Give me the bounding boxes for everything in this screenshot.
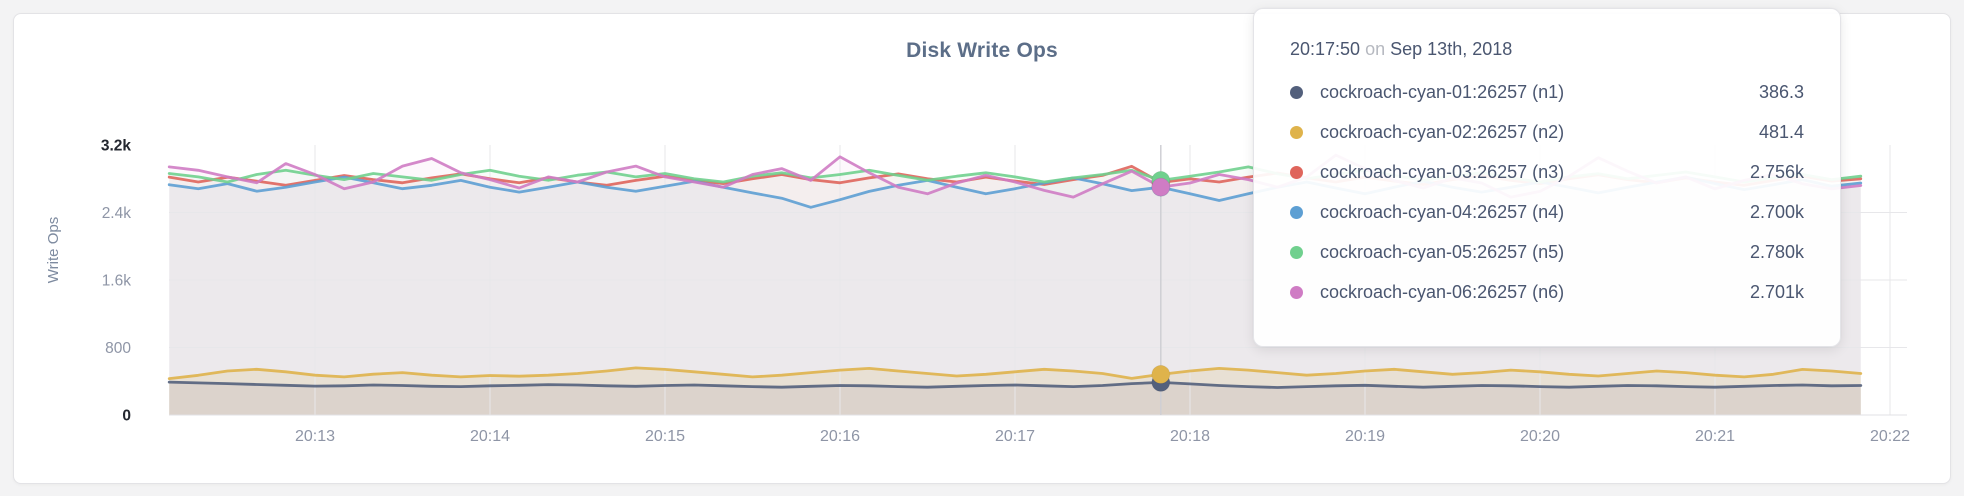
tooltip-date: Sep 13th, 2018 — [1390, 39, 1513, 59]
tooltip-conjunction: on — [1365, 39, 1386, 59]
x-tick-label: 20:14 — [470, 428, 510, 445]
tooltip-series-row: cockroach-cyan-04:26257 (n4) 2.700k — [1290, 192, 1804, 232]
series-line — [167, 380, 1863, 389]
tooltip-series-row: cockroach-cyan-02:26257 (n2) 481.4 — [1290, 112, 1804, 152]
series-color-dot-icon — [1290, 165, 1303, 179]
x-tick-label: 20:15 — [645, 428, 685, 445]
tooltip-series-value: 2.780k — [1749, 241, 1804, 262]
series-color-dot-icon — [1290, 85, 1303, 99]
y-tick-label: 1.6k — [102, 273, 132, 290]
hover-dot — [1151, 177, 1171, 197]
tooltip-series-value: 386.3 — [1758, 81, 1804, 102]
tooltip-series-value: 2.756k — [1749, 161, 1804, 182]
tooltip-series-label: cockroach-cyan-02:26257 (n2) — [1320, 121, 1565, 142]
x-tick-label: 20:17 — [995, 428, 1035, 445]
chart-title: Disk Write Ops — [906, 39, 1058, 62]
y-tick-label: 800 — [105, 340, 131, 357]
tooltip-time: 20:17:50 — [1290, 39, 1361, 59]
tooltip-series-row: cockroach-cyan-03:26257 (n3) 2.756k — [1290, 152, 1804, 192]
tooltip-header: 20:17:50 on Sep 13th, 2018 — [1290, 39, 1804, 60]
series-color-dot-icon — [1290, 205, 1303, 219]
y-tick-label: 0 — [122, 408, 131, 425]
tooltip-series-value: 2.701k — [1749, 281, 1804, 302]
tooltip-series-value: 481.4 — [1758, 121, 1804, 142]
tooltip-series-value: 2.700k — [1749, 201, 1804, 222]
x-tick-label: 20:16 — [820, 428, 860, 445]
series-line — [167, 366, 1863, 381]
y-tick-label: 3.2k — [101, 138, 132, 155]
hover-dot — [1151, 364, 1171, 384]
x-tick-label: 20:21 — [1695, 428, 1735, 445]
series-color-dot-icon — [1290, 285, 1303, 299]
y-tick-label: 2.4k — [102, 205, 132, 222]
tooltip-series-label: cockroach-cyan-06:26257 (n6) — [1320, 281, 1565, 302]
series-color-dot-icon — [1290, 125, 1303, 139]
tooltip-series-label: cockroach-cyan-01:26257 (n1) — [1320, 81, 1565, 102]
series-color-dot-icon — [1290, 245, 1303, 259]
tooltip-series-row: cockroach-cyan-05:26257 (n5) 2.780k — [1290, 232, 1804, 272]
x-tick-label: 20:18 — [1170, 428, 1210, 445]
tooltip-series-row: cockroach-cyan-01:26257 (n1) 386.3 — [1290, 72, 1804, 112]
x-tick-label: 20:13 — [295, 428, 335, 445]
x-tick-label: 20:20 — [1520, 428, 1560, 445]
tooltip-series-label: cockroach-cyan-03:26257 (n3) — [1320, 161, 1565, 182]
hover-tooltip: 20:17:50 on Sep 13th, 2018 cockroach-cya… — [1253, 8, 1841, 347]
tooltip-series-label: cockroach-cyan-05:26257 (n5) — [1320, 241, 1565, 262]
x-tick-label: 20:19 — [1345, 428, 1385, 445]
x-tick-label: 20:22 — [1870, 428, 1910, 445]
tooltip-series-list: cockroach-cyan-01:26257 (n1) 386.3 cockroa… — [1290, 72, 1804, 312]
tooltip-series-label: cockroach-cyan-04:26257 (n4) — [1320, 201, 1565, 222]
y-axis-title: Write Ops — [45, 217, 62, 283]
tooltip-series-row: cockroach-cyan-06:26257 (n6) 2.701k — [1290, 272, 1804, 312]
